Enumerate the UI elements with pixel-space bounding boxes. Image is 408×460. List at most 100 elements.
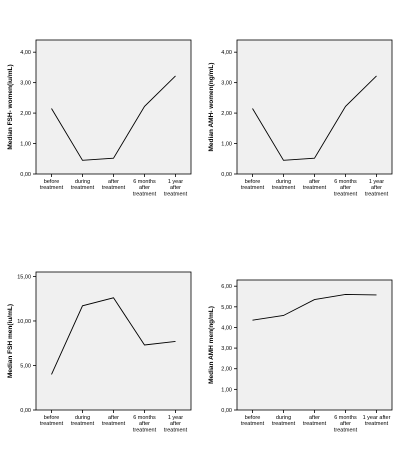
y-tick-label: 1,00 [20, 142, 31, 148]
x-tick-label-line: treatment [334, 427, 358, 433]
x-tick-label: 6 months after treatment [334, 179, 358, 197]
data-point [175, 341, 176, 342]
x-tick-label-line: treatment [365, 191, 389, 197]
x-tick-label: before treatment [241, 179, 265, 191]
x-tick-label-line: treatment [272, 185, 296, 191]
data-point [314, 158, 315, 159]
x-tick-label-line: treatment [40, 185, 64, 191]
y-tick-label: 0,00 [221, 408, 232, 414]
y-tick-label: 2,00 [221, 367, 232, 373]
x-tick-label-line: 1 year [168, 179, 183, 185]
y-tick-label: 3,00 [221, 346, 232, 352]
x-tick-label-line: treatment [164, 191, 188, 197]
x-tick-label: 6 months after treatment [334, 415, 358, 433]
x-tick-label: after treatment [102, 415, 126, 427]
plot-area [35, 271, 192, 411]
x-tick-label-line: treatment [241, 421, 265, 427]
x-tick-label-line: after [170, 421, 181, 427]
y-tick-label: 15,00 [17, 274, 31, 280]
x-tick-label: during treatment [272, 179, 296, 191]
data-point [175, 75, 176, 76]
x-tick-label: 6 months after treatment [133, 415, 157, 433]
x-tick-label-line: treatment [102, 421, 126, 427]
y-tick-label: 4,00 [20, 50, 31, 56]
x-tick-label-line: 1 year after [363, 415, 391, 421]
x-tick-label-line: 1 year [168, 415, 183, 421]
x-tick-label-line: before [44, 415, 60, 421]
x-tick-label-line: during [75, 415, 90, 421]
x-tick-label: 1 year after treatment [365, 179, 389, 197]
data-point [283, 160, 284, 161]
y-tick-label: 0,00 [20, 172, 31, 178]
x-tick-label-line: 1 year [369, 179, 384, 185]
x-tick-label-line: treatment [334, 191, 358, 197]
x-tick-label-line: after [170, 185, 181, 191]
x-tick-label: 1 year after treatment [363, 415, 391, 427]
x-tick-label-line: 6 months [334, 415, 357, 421]
data-point [345, 106, 346, 107]
series-line [252, 293, 377, 321]
x-tick-label-line: before [245, 415, 261, 421]
series-line [252, 75, 377, 161]
data-point [51, 374, 52, 375]
x-tick-label-line: treatment [365, 421, 389, 427]
x-tick-label-line: after [108, 415, 119, 421]
data-point [314, 299, 315, 300]
data-point [82, 305, 83, 306]
y-tick-label: 1,00 [221, 387, 232, 393]
x-tick-label: during treatment [71, 415, 95, 427]
data-point [376, 294, 377, 295]
x-tick-label: during treatment [71, 179, 95, 191]
y-axis-title: Median AMH men(ng/mL) [208, 306, 215, 384]
x-tick-label-line: treatment [272, 421, 296, 427]
x-tick-label-line: treatment [71, 421, 95, 427]
series-line [51, 75, 176, 161]
x-tick-label-line: before [245, 179, 261, 185]
x-tick-label-line: after [139, 185, 150, 191]
y-tick-label: 0,00 [221, 172, 232, 178]
x-tick-label-line: after [371, 185, 382, 191]
y-tick-label: 3,00 [221, 81, 232, 87]
data-point [51, 108, 52, 109]
y-axis-title: Median FSH men(iu/mL) [7, 304, 14, 378]
x-tick-label: before treatment [40, 415, 64, 427]
x-tick-label-line: during [276, 179, 291, 185]
data-point [144, 106, 145, 107]
x-tick-label: 1 year after treatment [164, 415, 188, 433]
y-axis-title: Median FSH- women(iu/mL) [7, 64, 14, 149]
data-point [252, 320, 253, 321]
x-tick-label-line: during [276, 415, 291, 421]
y-tick-label: 5,00 [20, 363, 31, 369]
data-point [113, 297, 114, 298]
plot-area [35, 39, 192, 175]
x-tick-label: before treatment [241, 415, 265, 427]
x-tick-label-line: before [44, 179, 60, 185]
data-point [283, 315, 284, 316]
data-point [82, 160, 83, 161]
x-tick-label-line: after [139, 421, 150, 427]
y-tick-label: 2,00 [221, 111, 232, 117]
x-tick-label: before treatment [40, 179, 64, 191]
data-point [345, 294, 346, 295]
x-tick-label-line: treatment [71, 185, 95, 191]
x-tick-label-line: treatment [303, 185, 327, 191]
series-line [51, 297, 176, 375]
x-tick-label-line: treatment [133, 191, 157, 197]
y-tick-label: 2,00 [20, 111, 31, 117]
y-tick-label: 0,00 [20, 408, 31, 414]
x-tick-label-line: after [309, 415, 320, 421]
x-tick-label-line: 6 months [334, 179, 357, 185]
data-point [376, 75, 377, 76]
y-tick-label: 1,00 [221, 142, 232, 148]
y-tick-label: 3,00 [20, 81, 31, 87]
y-axis-title: Median AMH- women(ng/mL) [208, 63, 215, 152]
x-tick-label-line: during [75, 179, 90, 185]
x-tick-label: after treatment [102, 179, 126, 191]
plot-area [236, 279, 393, 411]
x-tick-label: 6 months after treatment [133, 179, 157, 197]
y-tick-label: 10,00 [17, 319, 31, 325]
